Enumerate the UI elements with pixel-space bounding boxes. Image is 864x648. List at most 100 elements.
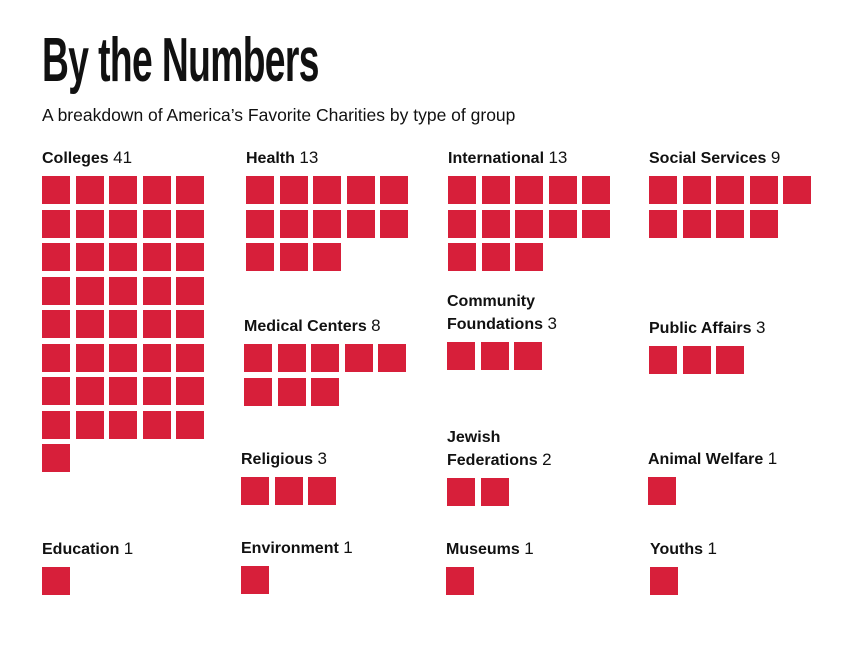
unit-square [109,377,137,405]
group-health: Health 13 [246,147,408,271]
unit-square [246,176,274,204]
unit-square [682,176,711,204]
unit-square [109,276,137,305]
unit-grid [241,477,403,505]
unit-square [514,342,542,370]
unit-square [42,209,70,238]
category-name: Environment [241,540,339,557]
unit-square [515,209,543,238]
unit-square [277,377,306,406]
category-name: Community Foundations [447,293,543,333]
unit-square [313,243,341,271]
unit-square [241,477,269,505]
unit-square [176,276,204,305]
category-count: 1 [524,539,534,558]
unit-square [548,176,577,204]
category-name: Museums [446,541,520,558]
unit-square [313,176,341,204]
category-name: Education [42,541,120,558]
unit-grid [649,346,811,374]
category-name: Public Affairs [649,320,752,337]
unit-square [682,209,711,238]
unit-square [548,209,577,238]
group-jewish-federations: Jewish Federations 2 [447,427,609,506]
unit-square [75,310,104,338]
group-public-affairs: Public Affairs 3 [649,317,811,374]
category-label: Youths 1 [650,538,812,561]
unit-grid [42,567,204,595]
unit-grid [448,176,610,271]
unit-grid [42,176,204,472]
category-label: Education 1 [42,538,204,561]
category-name: Colleges [42,150,109,167]
unit-square [176,377,204,405]
unit-square [311,344,339,372]
unit-square [42,276,70,305]
unit-square [109,410,137,439]
unit-square [648,477,676,505]
unit-square [75,209,104,238]
unit-square [109,243,137,271]
unit-square [481,176,510,204]
category-count: 13 [299,148,319,167]
unit-square [446,567,474,595]
unit-square [142,276,171,305]
unit-square [279,243,308,271]
unit-square [448,243,476,271]
category-label: Health 13 [246,147,408,170]
unit-square [481,243,510,271]
category-name: Jewish Federations [447,429,538,469]
unit-square [176,343,204,372]
unit-square [109,343,137,372]
category-name: International [448,150,545,167]
category-label: Social Services 9 [649,147,811,170]
unit-square [42,310,70,338]
unit-grid [246,176,408,271]
unit-grid [244,344,406,406]
unit-square [716,176,744,204]
group-animal-welfare: Animal Welfare 1 [648,448,810,505]
unit-grid [446,567,608,595]
unit-square [246,209,274,238]
category-label: Colleges 41 [42,147,204,170]
unit-square [42,567,70,595]
group-museums: Museums 1 [446,538,608,595]
unit-square [244,377,272,406]
unit-square [142,176,171,204]
group-religious: Religious 3 [241,448,403,505]
unit-square [277,344,306,372]
unit-square [682,346,711,374]
category-label: Museums 1 [446,538,608,561]
unit-grid [447,342,609,370]
group-community-foundations: Community Foundations 3 [447,291,609,370]
group-youths: Youths 1 [650,538,812,595]
category-count: 13 [548,148,568,167]
unit-square [378,344,406,372]
unit-square [42,444,70,472]
group-social-services: Social Services 9 [649,147,811,238]
category-count: 9 [770,148,781,167]
unit-square [716,209,744,238]
unit-square [649,209,677,238]
unit-square [279,176,308,204]
category-name: Medical Centers [244,318,367,335]
unit-square [515,176,543,204]
unit-grid [649,176,811,238]
unit-square [582,176,610,204]
unit-square [448,209,476,238]
category-name: Youths [650,541,704,558]
unit-square [749,209,778,238]
unit-square [109,209,137,238]
unit-square [75,243,104,271]
unit-square [142,209,171,238]
group-education: Education 1 [42,538,204,595]
unit-square [176,176,204,204]
unit-square [313,209,341,238]
category-name: Animal Welfare [648,451,764,468]
category-label: Environment 1 [241,537,403,560]
category-count: 1 [767,449,778,468]
unit-square [582,209,610,238]
group-colleges: Colleges 41 [42,147,204,472]
unit-square [783,176,811,204]
